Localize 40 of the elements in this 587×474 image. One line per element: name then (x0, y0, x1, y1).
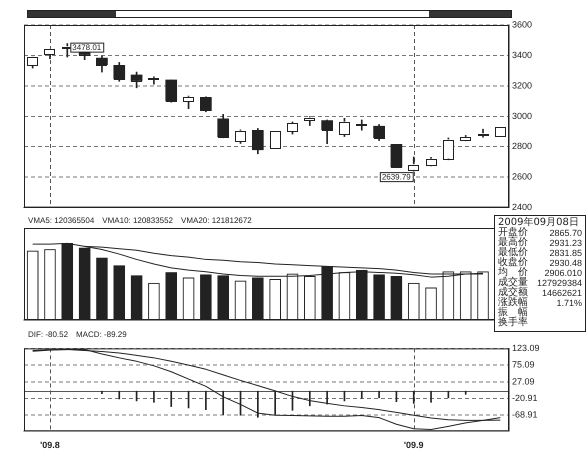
y-tick-label: -68.91 (512, 410, 538, 420)
y-tick-label: 3200 (512, 80, 532, 90)
text: 2831.85 (549, 248, 582, 258)
text: VMA5: 120365504 (28, 216, 94, 225)
text: 2009年09月08日 (498, 217, 580, 228)
text: 127929384 (536, 278, 582, 288)
y-tick-label: 75.09 (512, 360, 535, 370)
category-label: 成交额 (498, 287, 528, 298)
category-label: 振 幅 (498, 307, 528, 318)
category-label: 均 价 (498, 267, 528, 278)
x-tick-label: '09.9 (404, 440, 424, 450)
text: 2865.70 (549, 228, 582, 238)
category-label: 最高价 (498, 237, 528, 248)
text: MACD: -89.29 (76, 330, 127, 339)
text: VMA20: 121812672 (181, 216, 252, 225)
category-label: 涨跌幅 (498, 297, 528, 308)
x-tick-label: '09.8 (40, 440, 60, 450)
annotation: 3478.01 (72, 42, 102, 52)
annotation: 2639.79 (382, 172, 412, 182)
text: 2906.010 (544, 268, 582, 278)
text: DIF: -80.52 (28, 330, 68, 339)
text: 2930.48 (549, 258, 582, 268)
category-label: 开盘价 (498, 227, 528, 238)
y-tick-label: 3600 (512, 19, 532, 30)
category-label: 最低价 (498, 247, 528, 258)
text: 14662621 (542, 288, 582, 298)
y-tick-label: 2600 (512, 172, 532, 182)
category-label: 换手率 (498, 317, 528, 328)
category-label: 收盘价 (498, 257, 528, 268)
y-tick-label: 3400 (512, 50, 532, 60)
text: 2931.23 (549, 238, 582, 248)
y-tick-label: 2800 (512, 141, 532, 152)
y-tick-label: 27.09 (512, 376, 535, 386)
text: VMA10: 120833552 (102, 216, 174, 225)
y-tick-label: 2400 (512, 202, 532, 212)
y-tick-label: 123.09 (512, 342, 540, 353)
category-label: 成交量 (498, 277, 528, 288)
y-tick-label: -20.91 (512, 392, 538, 403)
text: 1.71% (556, 298, 582, 308)
y-tick-label: 3000 (512, 110, 532, 121)
